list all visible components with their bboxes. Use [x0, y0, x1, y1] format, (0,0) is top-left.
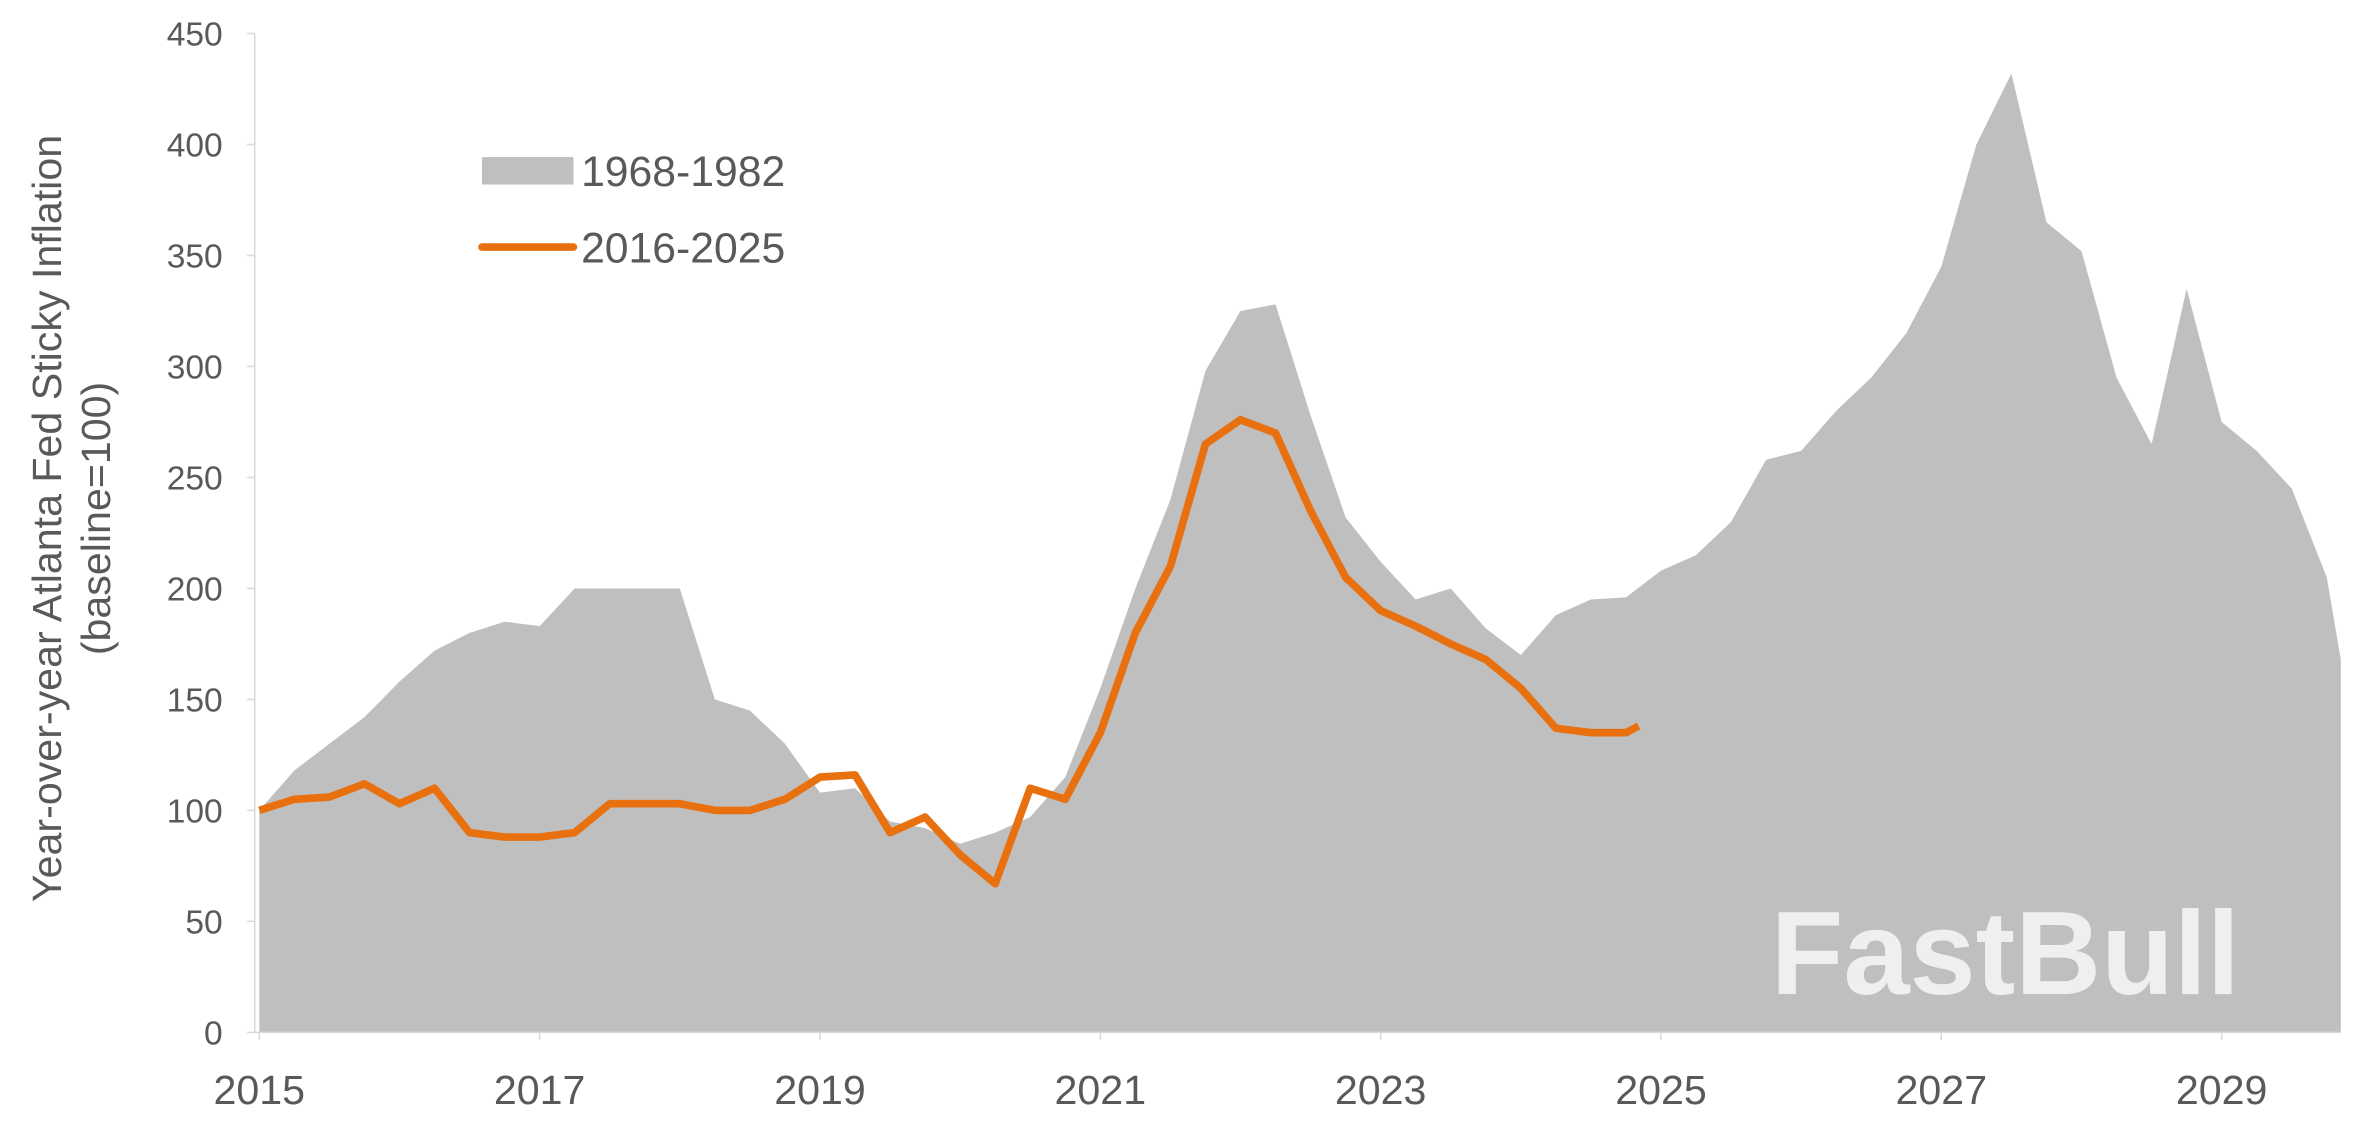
y-tick-label: 400: [167, 128, 223, 165]
x-tick-label: 2019: [774, 1067, 866, 1113]
y-tick-label: 0: [204, 1016, 223, 1053]
plot-area: [258, 73, 2341, 1033]
x-tick-label: 2025: [1615, 1067, 1707, 1113]
y-tick-label: 200: [167, 572, 223, 609]
y-tick-label: 300: [167, 350, 223, 387]
x-tick-label: 2017: [494, 1067, 586, 1113]
y-tick-label: 350: [167, 239, 223, 276]
watermark: FastBull: [1771, 887, 2240, 1020]
x-tick-label: 2021: [1055, 1067, 1147, 1113]
x-tick-label: 2023: [1335, 1067, 1427, 1113]
y-tick-label: 50: [185, 905, 222, 942]
y-tick-label: 150: [167, 683, 223, 720]
x-tick-label: 2027: [1896, 1067, 1988, 1113]
y-tick-label: 100: [167, 794, 223, 831]
legend-label: 2016-2025: [581, 224, 785, 272]
x-tick-label: 2029: [2176, 1067, 2268, 1113]
line: [258, 415, 1641, 888]
y-tick-label: 250: [167, 461, 223, 498]
legend-label: 1968-1982: [581, 148, 785, 196]
y-tick-label: 450: [167, 17, 223, 54]
area: [259, 73, 2341, 1033]
x-tick-label: 2015: [214, 1067, 306, 1113]
y-axis-label: (baseline=100): [73, 382, 119, 655]
y-axis-label: Year-over-year Atlanta Fed Sticky Inflat…: [24, 135, 70, 902]
legend-swatch: [481, 157, 574, 185]
